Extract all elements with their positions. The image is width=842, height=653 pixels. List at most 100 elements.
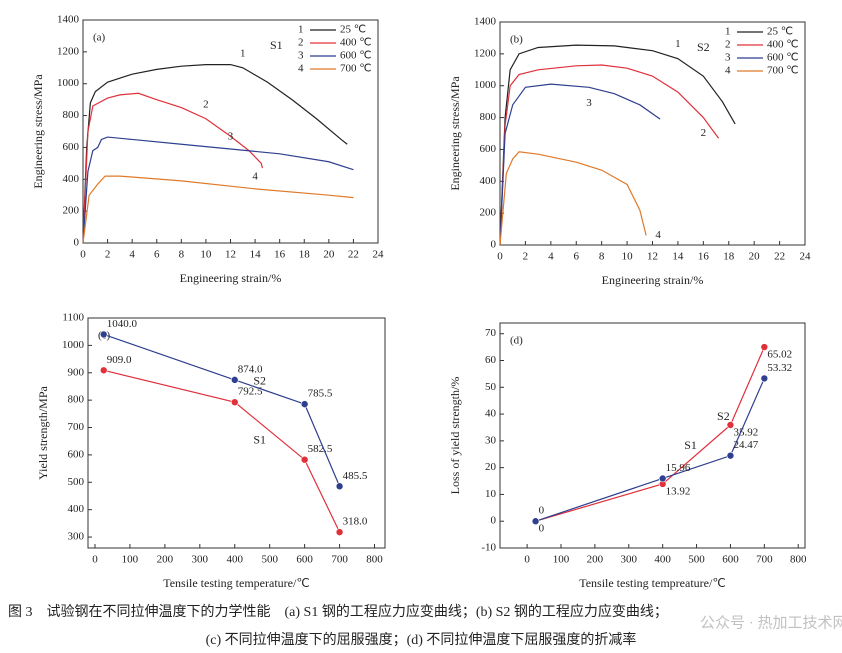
caption-line: 图 3 试验钢在不同拉伸温度下的力学性能 (a) S1 钢的工程应力应变曲线；(…: [8, 603, 668, 620]
series-line: [535, 346, 765, 522]
x-tick-label: 2: [105, 249, 111, 261]
x-tick-label: 12: [225, 249, 236, 261]
data-point: [658, 474, 667, 483]
curve-label: 3: [228, 131, 234, 143]
data-label: 24.47: [733, 439, 758, 451]
y-tick-label: 30: [485, 434, 497, 446]
plot-frame: [87, 317, 386, 549]
series-line: [82, 136, 354, 244]
series-line: [499, 151, 647, 246]
data-label: 13.92: [666, 485, 691, 497]
y-tick-label: 50: [485, 381, 497, 393]
legend-label: 25 ℃: [767, 26, 793, 38]
y-tick-label: 700: [68, 421, 85, 433]
x-tick-label: 500: [261, 554, 278, 566]
x-tick-label: 800: [790, 554, 807, 566]
y-tick-label: 10: [485, 488, 497, 500]
series-line: [499, 83, 661, 246]
y-tick-label: 1000: [474, 79, 497, 91]
x-tick-label: 22: [774, 251, 785, 263]
x-tick-label: 6: [154, 249, 160, 261]
x-tick-label: 200: [587, 554, 604, 566]
legend-label: 400 ℃: [340, 37, 372, 49]
y-tick-label: -10: [481, 542, 496, 554]
series-label: S2: [717, 409, 730, 423]
panel-label: (b): [510, 34, 523, 46]
data-point: [300, 400, 309, 408]
y-tick-label: 1400: [57, 14, 80, 26]
x-tick-label: 0: [497, 251, 503, 263]
y-axis-label: Engineering stress/MPa: [31, 74, 45, 189]
x-tick-label: 20: [749, 251, 761, 263]
x-tick-label: 10: [200, 249, 212, 261]
x-tick-label: 0: [80, 249, 86, 261]
y-tick-label: 800: [63, 109, 80, 121]
x-tick-label: 12: [647, 251, 658, 263]
y-axis-label: Engineering stress/MPa: [448, 76, 462, 191]
series-line: [535, 378, 765, 522]
curve-label: 2: [203, 98, 209, 110]
x-tick-label: 22: [348, 249, 359, 261]
data-point: [335, 528, 344, 536]
data-label: 874.0: [238, 363, 263, 375]
legend-label: 400 ℃: [767, 39, 799, 51]
x-tick-label: 8: [599, 251, 605, 263]
data-point: [760, 343, 769, 351]
series-label: S1: [253, 433, 266, 447]
legend-label: 700 ℃: [767, 65, 799, 77]
y-tick-label: 300: [68, 531, 85, 543]
series-label: S2: [253, 374, 266, 388]
x-tick-label: 16: [698, 251, 710, 263]
data-point: [335, 482, 344, 491]
data-label: 909.0: [107, 354, 132, 366]
data-point: [531, 517, 540, 526]
data-label: 0: [539, 523, 545, 535]
x-tick-label: 10: [622, 251, 634, 263]
x-tick-label: 800: [366, 554, 383, 566]
data-label: 15.96: [666, 462, 691, 474]
series-line: [103, 333, 341, 487]
curve-label: 2: [701, 127, 707, 139]
caption-line: (c) 不同拉伸温度下的屈服强度；(d) 不同拉伸温度下屈服强度的折减率: [206, 631, 637, 648]
data-label: 65.02: [767, 349, 792, 361]
data-point: [99, 330, 108, 339]
x-tick-label: 600: [722, 554, 739, 566]
x-tick-label: 0: [92, 554, 98, 566]
y-tick-label: 200: [480, 207, 497, 219]
curve-label: 1: [240, 47, 246, 59]
x-tick-label: 20: [323, 249, 335, 261]
data-point: [726, 421, 735, 429]
y-tick-label: 1000: [62, 339, 85, 351]
series-line: [103, 369, 341, 533]
x-tick-label: 4: [129, 249, 135, 261]
x-tick-label: 4: [548, 251, 554, 263]
y-tick-label: 800: [68, 394, 85, 406]
legend-number: 2: [725, 39, 731, 51]
y-tick-label: 400: [68, 503, 85, 515]
legend-number: 1: [725, 26, 731, 38]
series-line: [499, 44, 736, 246]
series-line: [499, 64, 720, 246]
x-tick-label: 700: [331, 554, 348, 566]
y-tick-label: 1000: [57, 77, 80, 89]
data-point: [726, 451, 735, 460]
x-tick-label: 2: [523, 251, 529, 263]
legend-number: 1: [298, 24, 304, 36]
x-axis-label: Engineering strain/%: [602, 273, 704, 287]
x-tick-label: 14: [250, 249, 262, 261]
y-tick-label: 20: [485, 461, 497, 473]
legend-label: 600 ℃: [767, 52, 799, 64]
legend-number: 4: [298, 63, 304, 75]
curve-label: 1: [675, 38, 681, 50]
series-line: [82, 63, 348, 244]
x-axis-label: Engineering strain/%: [180, 271, 282, 285]
panel-label: (d): [510, 335, 523, 347]
curve-label: 4: [252, 170, 258, 182]
data-label: 582.5: [308, 443, 333, 455]
legend-title: S2: [697, 40, 710, 54]
y-tick-label: 600: [68, 448, 85, 460]
x-tick-label: 100: [553, 554, 570, 566]
y-tick-label: 600: [63, 141, 80, 153]
x-tick-label: 6: [574, 251, 580, 263]
data-point: [99, 366, 108, 375]
